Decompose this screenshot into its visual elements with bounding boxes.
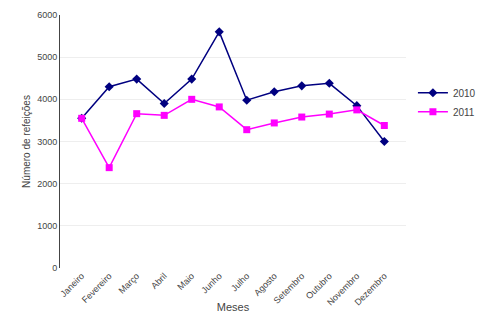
svg-text:5000: 5000 <box>37 52 57 62</box>
svg-text:Março: Março <box>117 271 142 296</box>
svg-text:Novembro: Novembro <box>325 271 361 307</box>
svg-text:Janeiro: Janeiro <box>58 271 86 299</box>
svg-text:Fevereiro: Fevereiro <box>80 271 114 305</box>
svg-text:Maio: Maio <box>175 271 196 292</box>
svg-text:Abril: Abril <box>149 271 169 291</box>
svg-text:3000: 3000 <box>37 137 57 147</box>
svg-text:Número de refeições: Número de refeições <box>21 95 32 188</box>
svg-text:Outubro: Outubro <box>304 271 334 301</box>
svg-text:4000: 4000 <box>37 94 57 104</box>
svg-text:Julho: Julho <box>229 271 251 293</box>
svg-text:Meses: Meses <box>217 301 250 313</box>
svg-text:2000: 2000 <box>37 179 57 189</box>
svg-text:Setembro: Setembro <box>272 271 307 306</box>
svg-text:2010: 2010 <box>453 88 476 99</box>
svg-text:Agosto: Agosto <box>252 271 279 298</box>
svg-text:0: 0 <box>52 263 57 273</box>
svg-text:6000: 6000 <box>37 10 57 20</box>
svg-text:Dezembro: Dezembro <box>352 271 388 307</box>
svg-text:Junho: Junho <box>199 271 223 295</box>
svg-text:1000: 1000 <box>37 221 57 231</box>
svg-text:2011: 2011 <box>453 107 475 118</box>
